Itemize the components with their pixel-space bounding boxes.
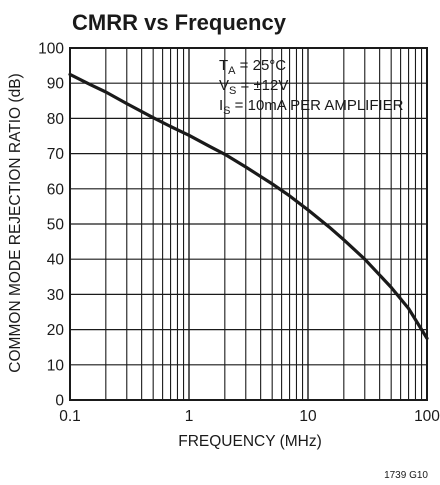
y-tick-label: 40 [47,252,65,269]
figure-code: 1739 G10 [384,470,428,481]
condition-line: IS = 10mA PER AMPLIFIER [219,97,404,117]
x-tick-label: 100 [414,408,440,425]
y-tick-label: 30 [47,287,65,304]
condition-line: VS = ±12V [219,77,288,97]
y-tick-label: 50 [47,217,65,234]
y-tick-label: 10 [47,357,65,374]
chart-title: CMRR vs Frequency [72,10,287,35]
y-tick-label: 90 [47,76,65,93]
series-line [68,72,429,340]
condition-line: TA = 25°C [219,57,286,77]
y-tick-label: 100 [38,41,64,58]
tick-labels: 0 10 20 30 40 50 60 70 80 90 100 0.1 1 10 100 [38,41,440,426]
y-tick-label: 20 [47,322,65,339]
y-tick-label: 80 [47,111,65,128]
y-tick-label: 0 [55,393,64,410]
grid [70,48,427,400]
x-axis-label: FREQUENCY (MHz) [178,433,322,450]
x-tick-label: 0.1 [59,408,81,425]
y-axis-label: COMMON MODE REJECTION RATIO (dB) [7,73,24,372]
plot-frame [69,47,428,401]
x-tick-label: 1 [185,408,194,425]
x-tick-label: 10 [299,408,317,425]
y-tick-label: 70 [47,146,65,163]
y-tick-label: 60 [47,181,65,198]
